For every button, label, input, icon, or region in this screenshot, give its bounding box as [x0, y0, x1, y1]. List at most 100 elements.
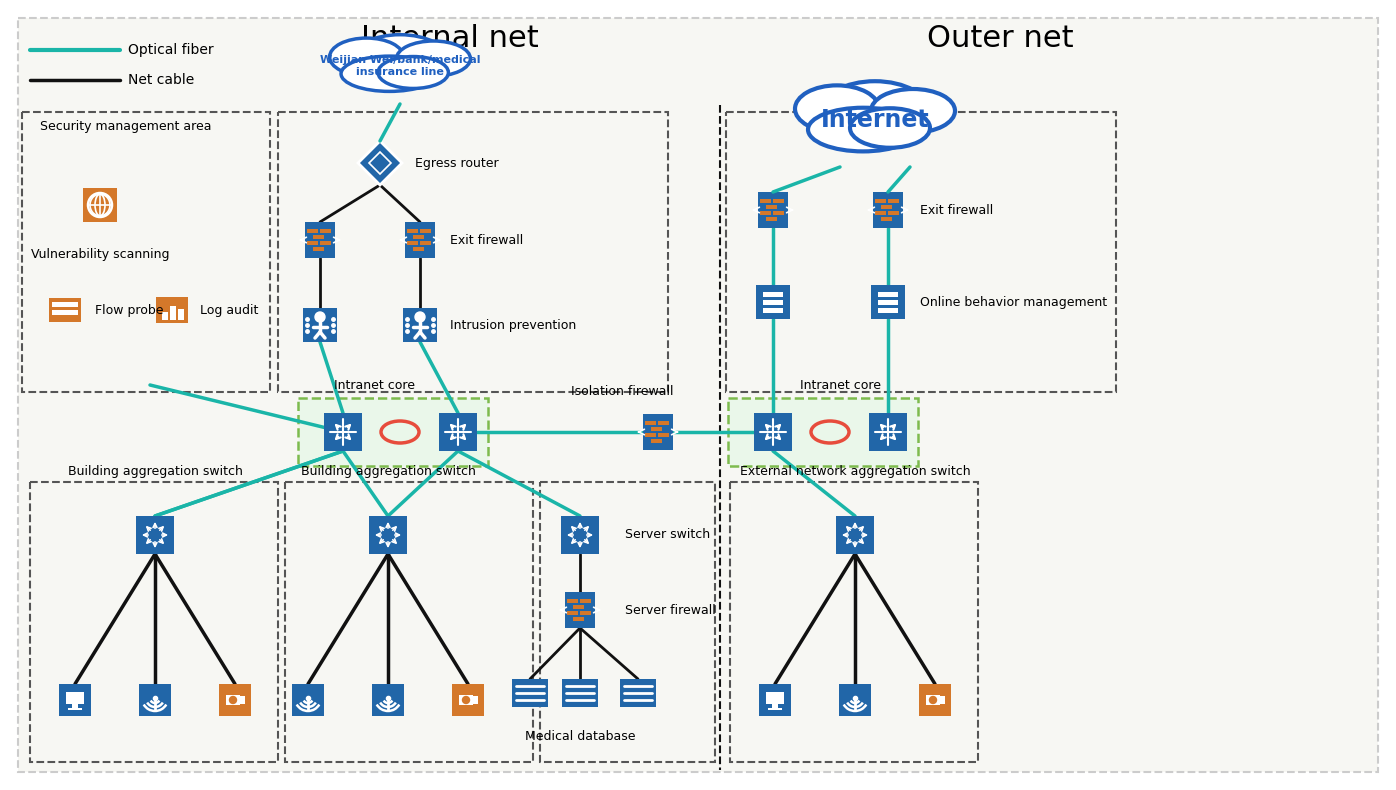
Bar [726, 112, 1115, 392]
Text: Optical fiber: Optical fiber [128, 43, 214, 57]
Text: Server switch: Server switch [625, 529, 711, 541]
Ellipse shape [808, 107, 919, 152]
Ellipse shape [794, 85, 879, 132]
Bar [563, 679, 597, 707]
Text: Internal net: Internal net [362, 24, 539, 52]
Circle shape [415, 312, 424, 322]
Ellipse shape [871, 89, 955, 133]
Bar [579, 611, 591, 615]
Bar [452, 684, 484, 716]
Bar [875, 199, 886, 203]
Bar [297, 398, 489, 466]
Bar [307, 229, 318, 233]
Bar [307, 241, 318, 245]
Text: Weijian Wei/bank/medical
insurance line: Weijian Wei/bank/medical insurance line [320, 55, 480, 77]
Bar [754, 413, 792, 451]
Bar [836, 516, 874, 554]
Bar [408, 229, 417, 233]
Bar [405, 222, 436, 258]
Bar [73, 704, 78, 708]
Text: Outer net: Outer net [927, 24, 1074, 52]
Circle shape [315, 312, 325, 322]
Text: Medical database: Medical database [525, 730, 635, 743]
Bar [68, 708, 82, 710]
Bar [59, 684, 91, 716]
Bar [645, 433, 656, 437]
Ellipse shape [341, 56, 438, 92]
Ellipse shape [352, 35, 448, 85]
Circle shape [229, 697, 236, 704]
Bar [438, 413, 477, 451]
Bar [179, 309, 184, 320]
Text: Building aggregation switch: Building aggregation switch [300, 465, 476, 478]
Bar [919, 684, 951, 716]
Bar [29, 482, 278, 762]
Bar [878, 292, 898, 296]
Bar [567, 599, 578, 603]
Text: Exit firewall: Exit firewall [450, 234, 524, 246]
Bar [292, 684, 324, 716]
Bar [645, 421, 656, 425]
Bar [572, 617, 584, 621]
Text: Security management area: Security management area [40, 119, 212, 133]
Text: Intrusion prevention: Intrusion prevention [450, 318, 577, 332]
Bar [658, 433, 669, 437]
Bar [285, 482, 533, 762]
Bar [766, 692, 785, 704]
Bar [52, 310, 78, 315]
Text: Egress router: Egress router [415, 156, 498, 170]
Bar [766, 205, 778, 209]
Bar [324, 413, 362, 451]
Bar [473, 696, 477, 704]
Text: Exit firewall: Exit firewall [920, 204, 993, 216]
Ellipse shape [819, 81, 930, 144]
Text: Intranet core: Intranet core [800, 379, 881, 392]
Bar [773, 199, 785, 203]
Bar [764, 299, 783, 304]
Bar [162, 312, 168, 320]
Bar [413, 247, 424, 251]
Text: Building aggregation switch: Building aggregation switch [67, 465, 243, 478]
Bar [878, 299, 898, 304]
Bar [420, 241, 431, 245]
Bar [135, 516, 174, 554]
Bar [764, 292, 783, 296]
Bar [408, 241, 417, 245]
Bar [926, 695, 940, 705]
Bar [620, 679, 656, 707]
Bar [759, 684, 792, 716]
Bar [881, 217, 892, 221]
Bar [651, 427, 662, 431]
Bar [240, 696, 246, 704]
Ellipse shape [329, 38, 403, 76]
Bar [658, 421, 669, 425]
Bar [140, 684, 170, 716]
Bar [872, 192, 903, 228]
Bar [403, 308, 437, 342]
Text: Server firewall: Server firewall [625, 604, 716, 616]
Bar [82, 188, 117, 222]
Bar [730, 482, 979, 762]
Text: Online behavior management: Online behavior management [920, 295, 1107, 309]
Bar [304, 222, 335, 258]
Bar [219, 684, 251, 716]
Bar [871, 285, 905, 319]
Bar [940, 696, 945, 704]
Bar [226, 695, 240, 705]
Bar [768, 708, 782, 710]
Bar [727, 398, 919, 466]
Bar [579, 599, 591, 603]
Bar [644, 414, 673, 450]
Bar [22, 112, 269, 392]
Bar [303, 308, 336, 342]
Circle shape [930, 697, 937, 704]
Bar [868, 413, 907, 451]
Bar [875, 211, 886, 215]
Text: Log audit: Log audit [200, 303, 258, 317]
Bar [773, 211, 785, 215]
Text: Flow probe: Flow probe [95, 303, 163, 317]
Bar [156, 297, 188, 323]
Bar [651, 439, 662, 443]
Bar [839, 684, 871, 716]
Bar [540, 482, 715, 762]
